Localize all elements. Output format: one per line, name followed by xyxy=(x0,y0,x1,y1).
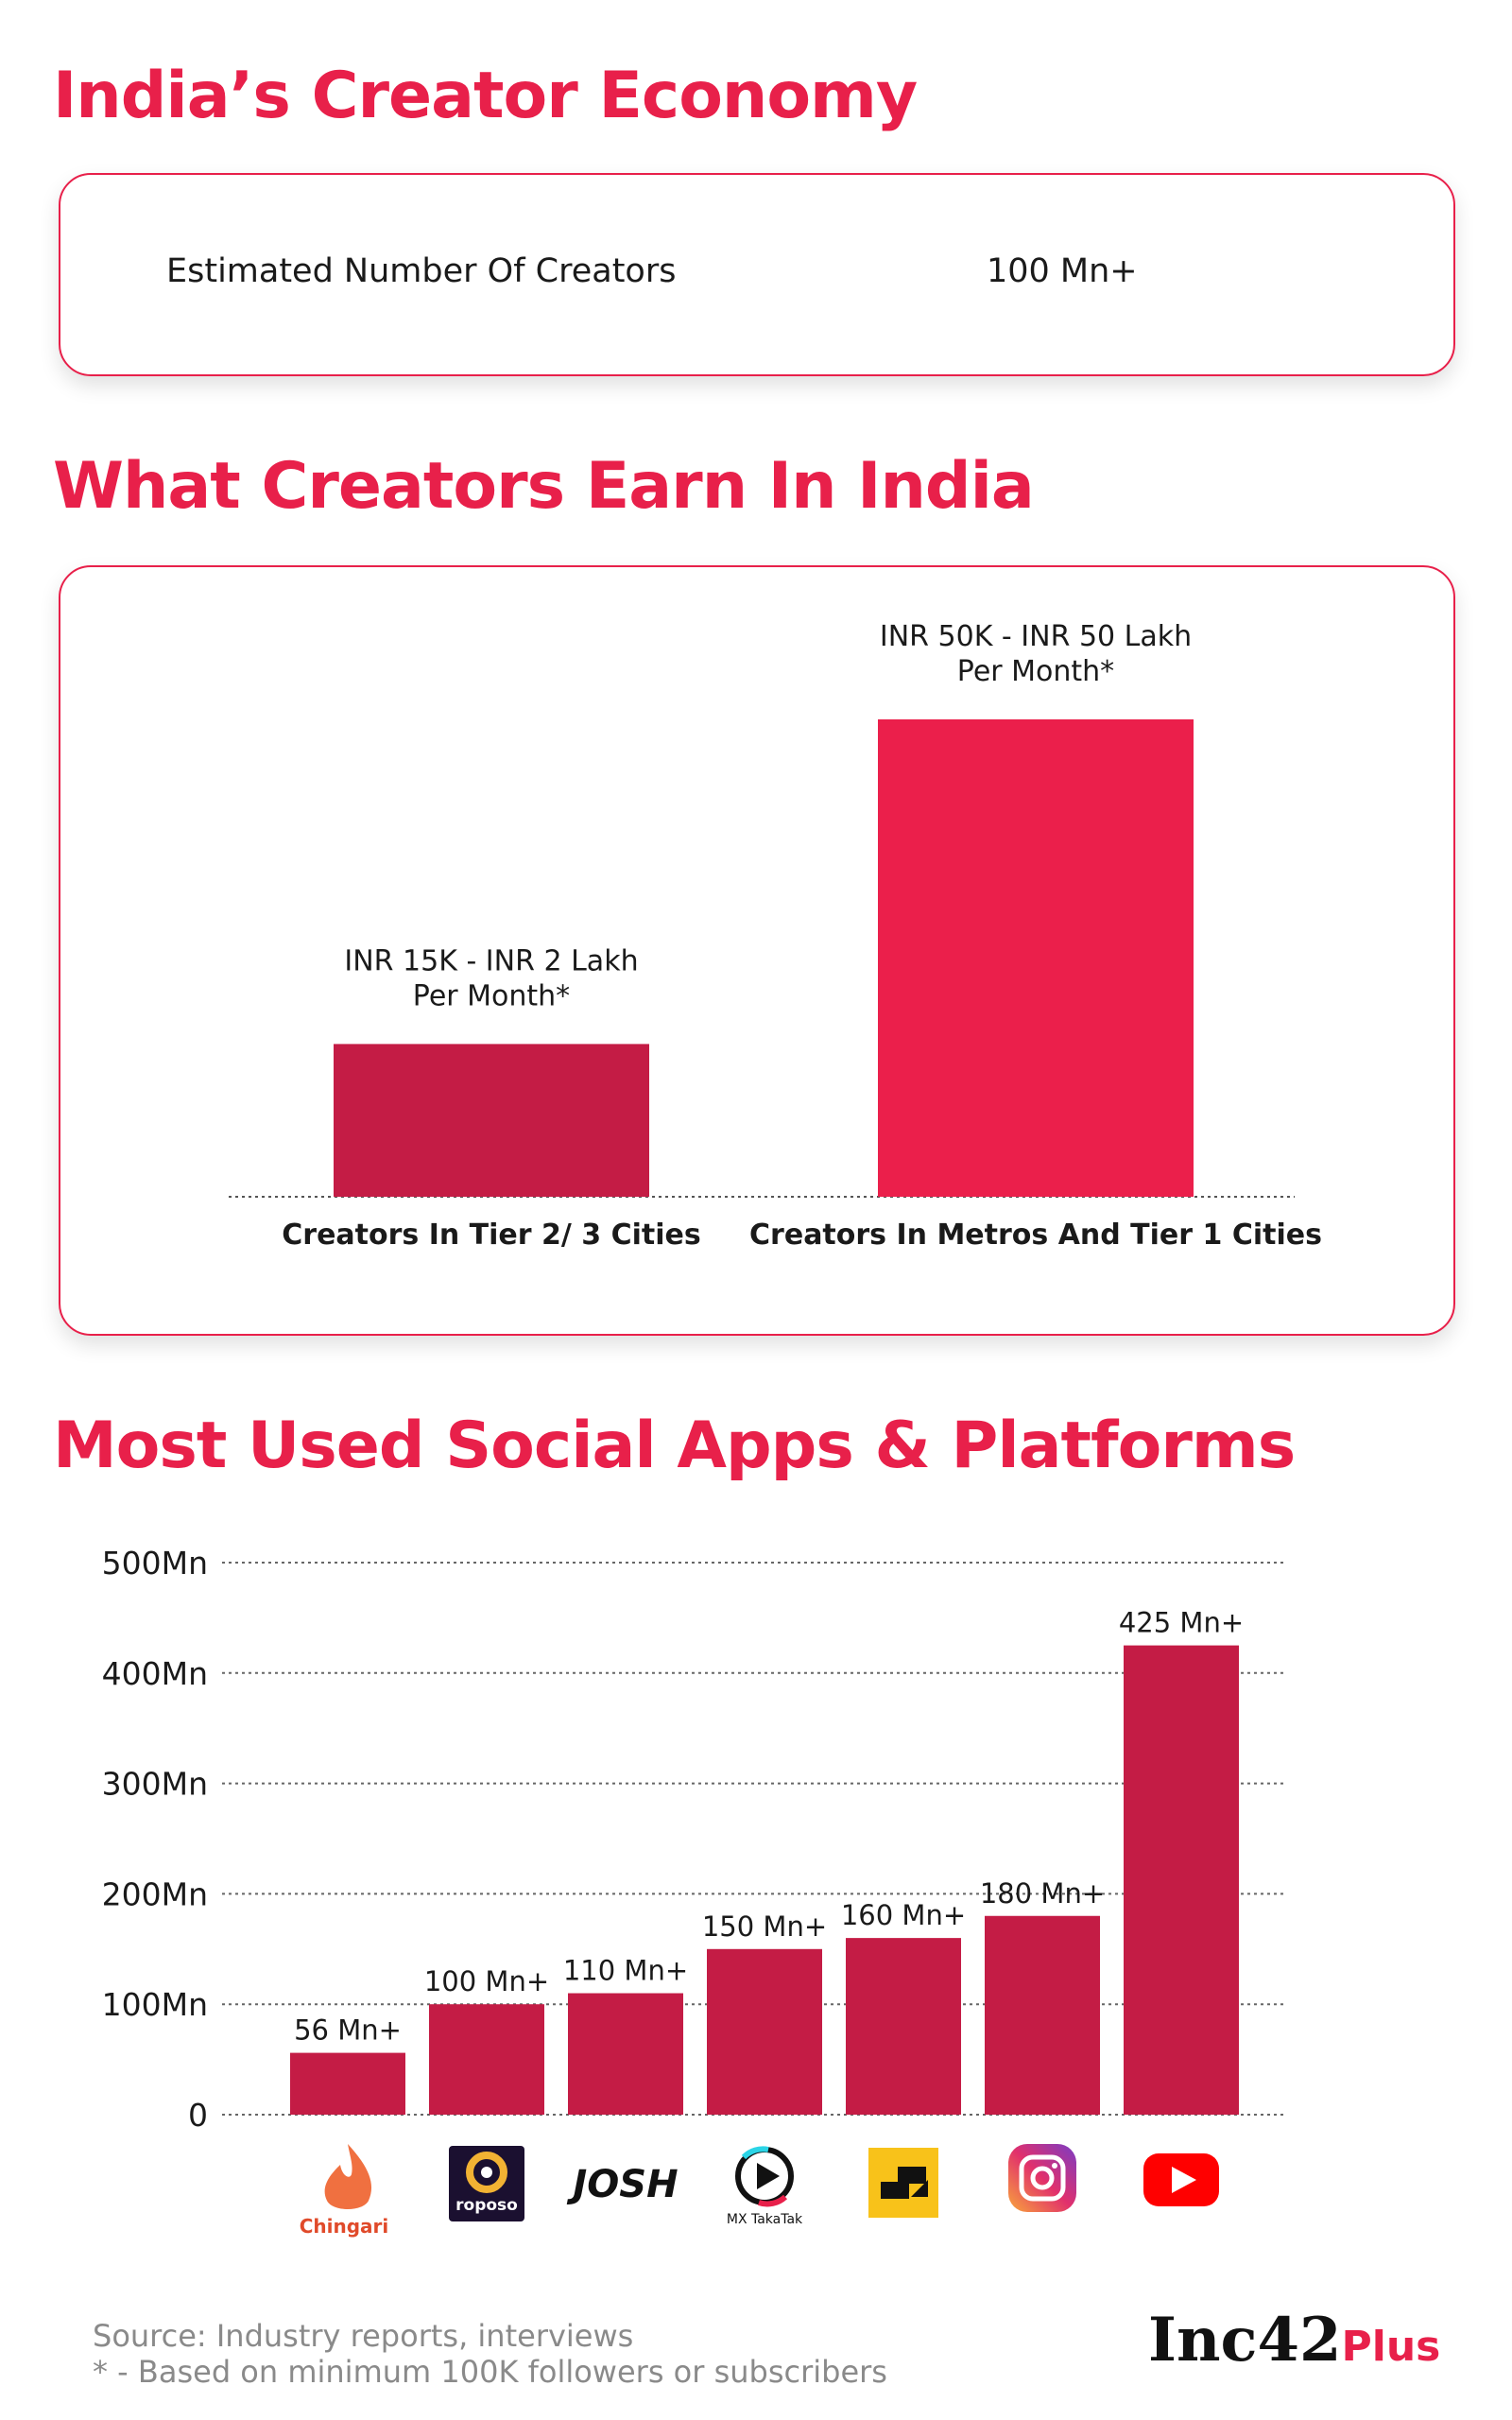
mx-wordmark-icon: MX TakaTak xyxy=(727,2212,803,2227)
chingari-flame-icon xyxy=(324,2144,372,2209)
apps-data-label: 425 Mn+ xyxy=(1119,1607,1244,1639)
apps-bar xyxy=(846,1938,961,2115)
earnings-category-label: Creators In Tier 2/ 3 Cities xyxy=(282,1219,700,1252)
earnings-category-label: Creators In Metros And Tier 1 Cities xyxy=(749,1219,1322,1252)
footnote-text: * - Based on minimum 100K followers or s… xyxy=(93,2354,887,2390)
josh-logo-icon: JOSH xyxy=(566,2163,678,2206)
chingari-wordmark-icon: Chingari xyxy=(300,2215,389,2238)
roposo-wordmark-icon: roposo xyxy=(455,2196,518,2215)
apps-ytick-label: 0 xyxy=(188,2097,208,2134)
roposo-logo-icon: roposo xyxy=(449,2146,524,2221)
youtube-logo-icon xyxy=(1143,2153,1219,2206)
instagram-tile-icon xyxy=(1008,2144,1076,2212)
chingari-logo-icon: Chingari xyxy=(300,2144,389,2238)
footer-notes: Source: Industry reports, interviews * -… xyxy=(93,2318,887,2390)
moj-corner-icon xyxy=(911,2180,928,2197)
earnings-chart-card: INR 15K - INR 2 Lakh Per Month* Creators I… xyxy=(59,565,1455,1336)
apps-chart: 0 100Mn 200Mn 300Mn 400Mn 500Mn 56 Mn+ 100 Mn+ 1… xyxy=(102,1545,1287,2238)
youtube-play-icon xyxy=(1172,2167,1196,2193)
earnings-data-label: Per Month* xyxy=(957,655,1114,688)
apps-bar xyxy=(290,2052,405,2115)
apps-ytick-label: 500Mn xyxy=(102,1545,208,1582)
apps-ytick-label: 300Mn xyxy=(102,1766,208,1803)
economy-title: India’s Creator Economy xyxy=(53,59,918,133)
brand-name: Inc42 xyxy=(1148,2305,1342,2376)
earnings-data-label: INR 50K - INR 50 Lakh xyxy=(880,620,1192,653)
mx-takatak-logo-icon: MX TakaTak xyxy=(727,2146,803,2227)
earnings-title: What Creators Earn In India xyxy=(53,449,1035,524)
apps-ytick-label: 400Mn xyxy=(102,1655,208,1692)
apps-ytick-label: 200Mn xyxy=(102,1876,208,1912)
creators-stat-value: 100 Mn+ xyxy=(987,252,1138,290)
instagram-lens-icon xyxy=(1030,2166,1055,2190)
apps-bar xyxy=(429,2004,544,2115)
mx-play-icon xyxy=(757,2163,780,2189)
apps-data-label: 100 Mn+ xyxy=(424,1965,549,1997)
moj-logo-icon xyxy=(868,2148,938,2218)
brand-plus: Plus xyxy=(1341,2323,1441,2371)
apps-bar xyxy=(985,1915,1100,2115)
inc42-plus-logo: Inc42Plus xyxy=(1148,2305,1440,2376)
josh-wordmark-icon: JOSH xyxy=(566,2163,678,2206)
creators-stat-card: Estimated Number Of Creators 100 Mn+ xyxy=(59,173,1455,376)
earnings-bar xyxy=(334,1044,649,1197)
source-text: Source: Industry reports, interviews xyxy=(93,2318,634,2354)
apps-data-label: 56 Mn+ xyxy=(294,2014,402,2047)
apps-data-label: 160 Mn+ xyxy=(841,1899,966,1931)
apps-bar xyxy=(568,1993,683,2115)
roposo-ring-icon xyxy=(466,2152,507,2193)
apps-data-label: 110 Mn+ xyxy=(563,1955,688,1987)
apps-data-label: 180 Mn+ xyxy=(980,1877,1105,1910)
apps-ytick-label: 100Mn xyxy=(102,1986,208,2023)
apps-bar xyxy=(1124,1645,1239,2115)
earnings-data-label: INR 15K - INR 2 Lakh xyxy=(344,944,638,977)
apps-bar xyxy=(707,1948,822,2115)
creators-stat-label: Estimated Number Of Creators xyxy=(166,252,677,290)
mx-red-arc-icon xyxy=(758,2194,788,2207)
instagram-flash-icon xyxy=(1052,2163,1057,2169)
earnings-data-label: Per Month* xyxy=(413,979,570,1012)
apps-title: Most Used Social Apps & Platforms xyxy=(53,1409,1296,1483)
instagram-frame-icon xyxy=(1019,2154,1066,2202)
roposo-dot-icon xyxy=(481,2167,492,2178)
mx-cyan-arc-icon xyxy=(741,2146,769,2160)
moj-steps-icon xyxy=(881,2167,926,2199)
apps-data-label: 150 Mn+ xyxy=(702,1910,827,1943)
instagram-logo-icon xyxy=(1008,2144,1076,2212)
earnings-bar xyxy=(878,719,1194,1197)
